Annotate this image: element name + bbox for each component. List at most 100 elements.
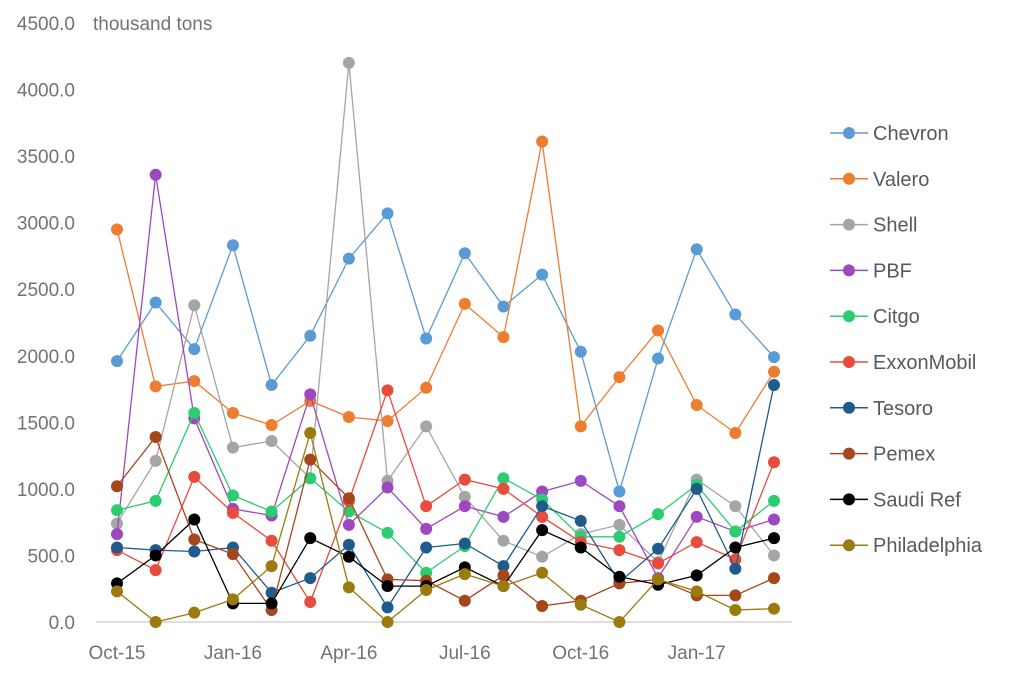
data-point xyxy=(304,472,317,485)
data-point xyxy=(149,380,162,393)
data-point xyxy=(458,594,471,607)
x-tick-label: Oct-16 xyxy=(552,643,609,664)
data-point xyxy=(149,296,162,309)
data-point xyxy=(536,566,549,579)
data-point xyxy=(768,549,780,562)
data-point xyxy=(304,532,317,545)
data-point xyxy=(536,524,549,537)
data-point xyxy=(226,593,239,606)
data-point xyxy=(420,584,433,597)
data-point xyxy=(226,407,239,420)
data-point xyxy=(574,514,587,527)
legend-marker xyxy=(843,493,855,506)
data-point xyxy=(149,168,162,181)
data-point xyxy=(536,550,549,563)
data-point xyxy=(149,430,162,443)
series-philadelphia xyxy=(111,426,780,628)
data-point xyxy=(574,345,587,358)
data-point xyxy=(420,541,433,554)
data-point xyxy=(768,602,780,615)
data-point xyxy=(768,532,780,545)
data-point xyxy=(188,375,201,388)
data-point xyxy=(111,223,123,236)
legend-marker xyxy=(843,447,855,460)
data-point xyxy=(536,135,549,148)
series-line xyxy=(116,211,775,494)
data-point xyxy=(613,500,626,513)
x-tick-label: Jan-16 xyxy=(204,643,262,664)
series-line xyxy=(116,174,775,580)
data-point xyxy=(381,384,394,397)
data-point xyxy=(536,600,549,613)
y-tick-label: 4500.0 xyxy=(17,14,75,35)
data-point xyxy=(458,297,471,310)
data-point xyxy=(458,568,471,581)
data-point xyxy=(652,508,665,521)
data-point xyxy=(188,299,201,312)
legend: Chevron Valero Shell PBF Citgo ExxonMobil Teso… xyxy=(830,123,983,557)
data-point xyxy=(690,482,703,495)
data-point xyxy=(381,580,394,593)
data-point xyxy=(729,525,742,538)
legend-marker xyxy=(843,310,855,323)
legend-label: Citgo xyxy=(873,306,920,328)
data-point xyxy=(111,517,123,530)
x-tick-label: Apr-16 xyxy=(320,643,377,664)
data-point xyxy=(111,504,123,517)
data-point xyxy=(729,308,742,321)
y-axis: 0.0 500.0 1000.0 1500.0 2000.0 2500.0 3000.0 35… xyxy=(17,14,75,634)
data-point xyxy=(304,329,317,342)
data-point xyxy=(497,300,510,313)
data-point xyxy=(613,530,626,543)
data-point xyxy=(111,355,123,368)
legend-label: PBF xyxy=(873,260,912,282)
legend-item: PBF xyxy=(830,260,912,282)
data-point xyxy=(111,541,123,554)
data-point xyxy=(342,538,355,551)
data-point xyxy=(265,505,278,518)
data-point xyxy=(536,268,549,281)
data-point xyxy=(420,500,433,513)
data-point xyxy=(226,506,239,519)
data-point xyxy=(536,510,549,523)
data-point xyxy=(149,616,162,628)
y-tick-label: 0.0 xyxy=(49,613,75,634)
data-point xyxy=(342,550,355,563)
data-point xyxy=(381,415,394,428)
data-point xyxy=(226,489,239,502)
data-point xyxy=(690,399,703,412)
series-line xyxy=(116,62,775,564)
data-point xyxy=(265,379,278,392)
legend-item: Chevron xyxy=(830,123,949,145)
legend-item: Citgo xyxy=(830,306,920,328)
x-tick-label: Jul-16 xyxy=(439,643,491,664)
data-point xyxy=(613,616,626,628)
y-tick-label: 1500.0 xyxy=(17,413,75,434)
legend-marker xyxy=(843,539,855,552)
legend-label: Shell xyxy=(873,215,917,237)
series-line xyxy=(116,388,775,604)
legend-label: Philadelphia xyxy=(873,535,983,557)
data-point xyxy=(690,585,703,598)
data-point xyxy=(304,426,317,439)
legend-item: Pemex xyxy=(830,444,935,466)
data-point xyxy=(381,207,394,220)
data-point xyxy=(188,407,201,420)
data-point xyxy=(458,537,471,550)
data-point xyxy=(188,545,201,558)
data-point xyxy=(304,596,317,609)
data-point xyxy=(304,388,317,401)
data-point xyxy=(729,604,742,617)
data-point xyxy=(497,510,510,523)
series-line xyxy=(116,384,775,609)
x-tick-label: Jan-17 xyxy=(668,643,726,664)
x-axis: Oct-15 Jan-16 Apr-16 Jul-16 Oct-16 Jan-17 xyxy=(88,621,792,664)
data-point xyxy=(265,586,278,599)
data-point xyxy=(420,332,433,345)
series-line xyxy=(116,141,775,434)
data-point xyxy=(574,541,587,554)
data-point xyxy=(574,474,587,487)
data-point xyxy=(381,601,394,614)
data-point xyxy=(226,239,239,252)
